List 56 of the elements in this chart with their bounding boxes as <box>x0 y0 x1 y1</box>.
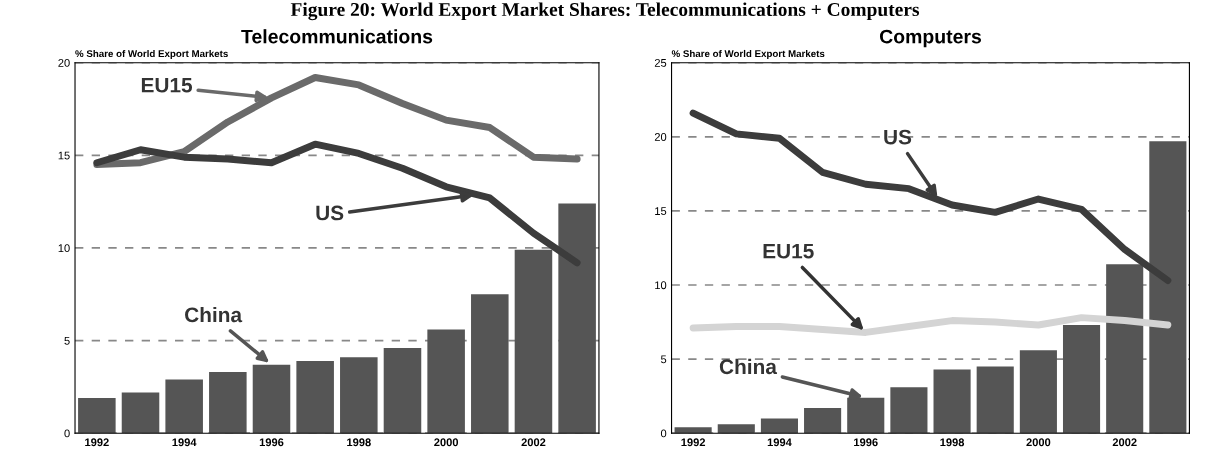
y-tick-label: 0 <box>64 429 70 438</box>
y-tick-label: 15 <box>655 207 667 216</box>
text: US <box>316 205 344 221</box>
y-axis-title: % Share of World Export Markets <box>75 49 228 59</box>
x-tick-label: 1992 <box>85 438 109 447</box>
bar <box>121 392 160 434</box>
text: China <box>185 306 243 323</box>
bar <box>209 372 247 434</box>
bar <box>1019 350 1057 434</box>
text: China <box>719 358 778 375</box>
x-tick-label: 1992 <box>681 438 706 447</box>
bar <box>1149 141 1187 434</box>
bar <box>933 369 971 434</box>
bar <box>717 424 755 434</box>
bar <box>165 379 203 434</box>
y-tick-label: 5 <box>64 336 70 345</box>
y-tick-label: 20 <box>654 133 667 141</box>
text: EU15 <box>763 243 814 259</box>
chart-title: Telecommunications <box>241 29 433 44</box>
x-tick-label: 1996 <box>259 438 284 447</box>
x-tick-label: 1994 <box>172 438 197 447</box>
bar <box>760 418 798 434</box>
legend-label: EU15 <box>141 78 193 93</box>
y-tick-label: 25 <box>654 58 667 67</box>
bar <box>427 329 465 434</box>
x-tick-label: 1996 <box>854 438 878 447</box>
bar <box>976 366 1014 434</box>
bar <box>1106 264 1144 434</box>
bar <box>674 427 712 434</box>
y-tick-label: 20 <box>58 58 70 67</box>
x-tick-label: 2000 <box>434 438 459 447</box>
y-tick-label: 0 <box>660 429 667 438</box>
x-tick-label: 1994 <box>767 438 792 447</box>
bar <box>471 294 509 434</box>
y-tick-label: 15 <box>58 151 70 160</box>
bar <box>804 408 842 434</box>
y-axis-title: % Share of World Export Markets <box>671 49 825 59</box>
x-tick-label: 1998 <box>347 438 371 447</box>
x-tick-label: 2000 <box>1026 438 1051 447</box>
x-tick-label: 2002 <box>521 438 546 447</box>
bar <box>383 347 422 434</box>
y-tick-label: 5 <box>660 355 667 364</box>
caption: Figure 20: World Export Market Shares: Telecommunications + Computers <box>290 2 920 21</box>
y-tick-label: 10 <box>58 244 70 253</box>
x-tick-label: 1998 <box>940 438 965 447</box>
bar <box>514 249 553 434</box>
bar <box>558 203 596 434</box>
bar <box>296 360 334 434</box>
bar <box>78 398 116 434</box>
bar <box>1062 325 1101 434</box>
bar <box>340 357 378 434</box>
series-label: US <box>884 129 912 145</box>
x-tick-label: 2002 <box>1112 438 1137 447</box>
chart-title: Computers <box>879 29 982 48</box>
y-tick-label: 10 <box>655 281 667 290</box>
bar <box>890 387 928 434</box>
